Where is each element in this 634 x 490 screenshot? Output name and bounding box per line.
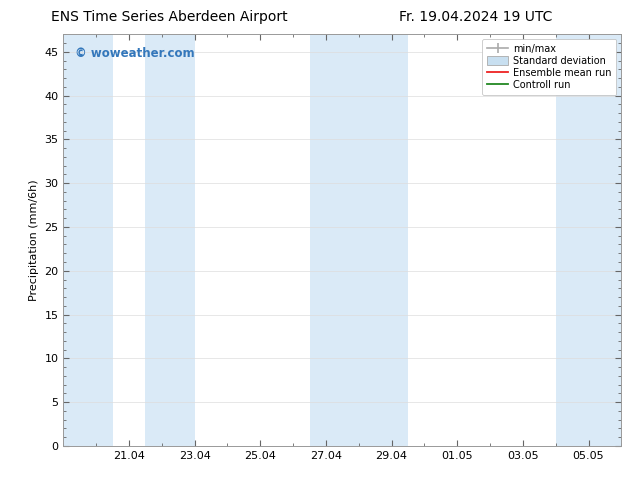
Y-axis label: Precipitation (mm/6h): Precipitation (mm/6h) <box>29 179 39 301</box>
Bar <box>309 34 408 446</box>
Legend: min/max, Standard deviation, Ensemble mean run, Controll run: min/max, Standard deviation, Ensemble me… <box>482 39 616 95</box>
Text: ENS Time Series Aberdeen Airport: ENS Time Series Aberdeen Airport <box>51 10 287 24</box>
Text: © woweather.com: © woweather.com <box>75 47 194 60</box>
Bar <box>145 34 195 446</box>
Bar <box>555 34 621 446</box>
Text: Fr. 19.04.2024 19 UTC: Fr. 19.04.2024 19 UTC <box>399 10 553 24</box>
Bar <box>63 34 113 446</box>
